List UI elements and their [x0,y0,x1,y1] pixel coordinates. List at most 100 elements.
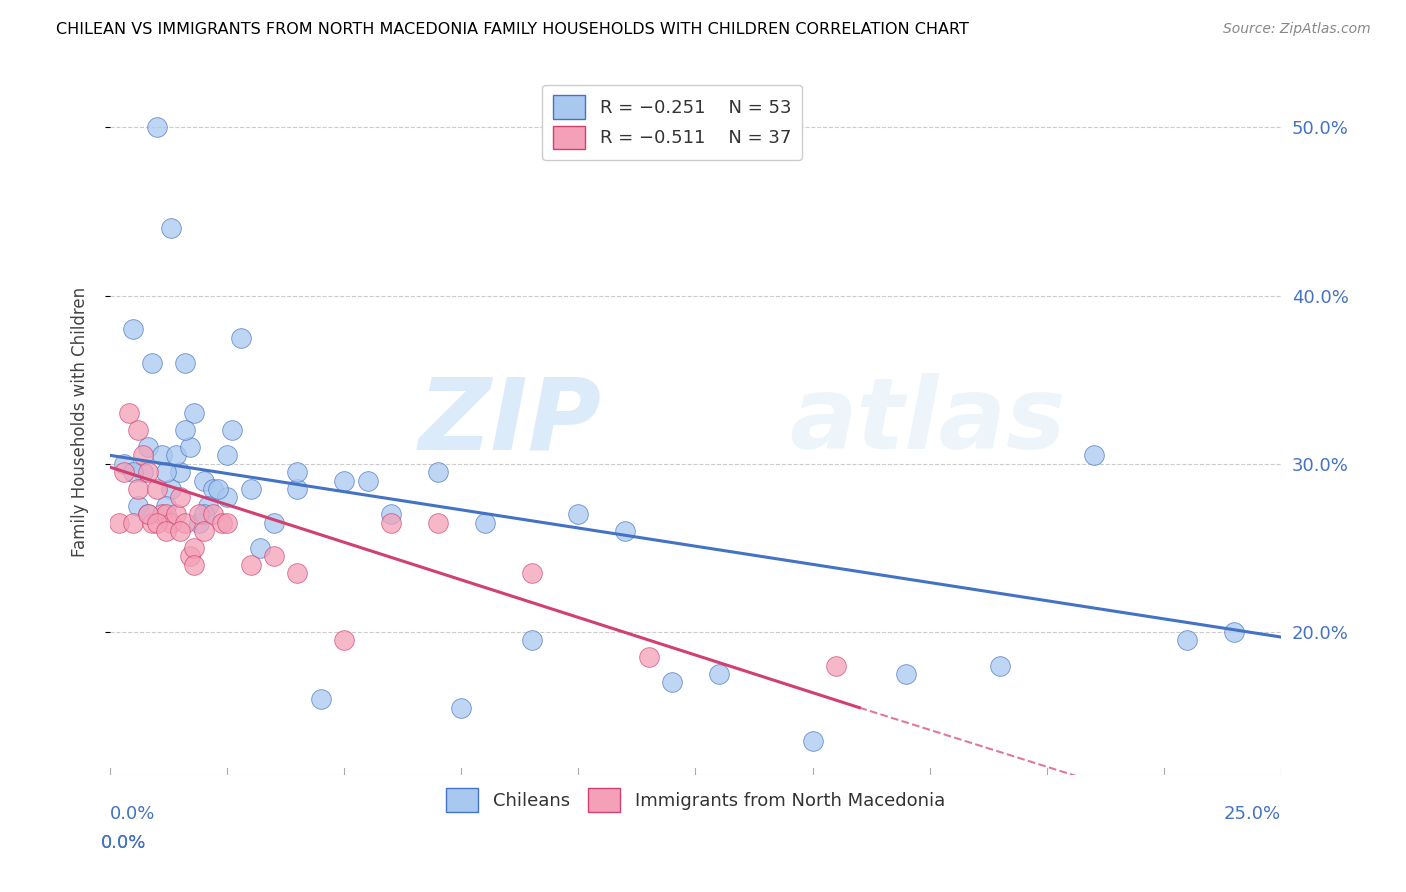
Point [174,423,197,437]
Text: atlas: atlas [789,373,1066,470]
Point [567,507,589,521]
Point [174,356,197,370]
Point [160,221,183,235]
Point [202,482,225,496]
Point [188,507,211,521]
Point [188,516,211,530]
Point [146,516,169,530]
Point [118,406,141,420]
Point [127,499,149,513]
Point [155,499,177,513]
Point [141,356,163,370]
Point [380,516,402,530]
Point [825,658,848,673]
Point [1175,633,1198,648]
Point [661,675,683,690]
Point [132,465,155,479]
Text: ZIP: ZIP [419,373,602,470]
Point [127,482,149,496]
Point [136,507,159,521]
Text: 0.0%: 0.0% [101,834,146,852]
Point [1223,624,1246,639]
Point [160,516,183,530]
Point [112,457,135,471]
Point [179,440,201,454]
Point [263,516,285,530]
Point [155,465,177,479]
Point [231,331,253,345]
Point [217,491,239,505]
Point [309,692,332,706]
Point [287,465,309,479]
Text: 25.0%: 25.0% [1223,805,1281,823]
Point [127,423,149,437]
Point [150,448,173,462]
Point [217,516,239,530]
Point [239,558,262,572]
Point [146,482,169,496]
Point [217,448,239,462]
Point [426,516,449,530]
Point [333,474,356,488]
Point [108,516,131,530]
Point [174,516,197,530]
Point [183,406,205,420]
Point [637,650,659,665]
Text: 0.0%: 0.0% [110,805,156,823]
Point [896,667,918,681]
Point [155,507,177,521]
Point [287,482,309,496]
Point [474,516,496,530]
Point [801,734,824,748]
Point [520,566,543,580]
Text: CHILEAN VS IMMIGRANTS FROM NORTH MACEDONIA FAMILY HOUSEHOLDS WITH CHILDREN CORRE: CHILEAN VS IMMIGRANTS FROM NORTH MACEDON… [56,22,969,37]
Text: Source: ZipAtlas.com: Source: ZipAtlas.com [1223,22,1371,37]
Point [426,465,449,479]
Point [150,507,173,521]
Point [132,448,155,462]
Point [356,474,378,488]
Point [707,667,730,681]
Point [141,516,163,530]
Point [183,541,205,555]
Point [136,440,159,454]
Point [136,465,159,479]
Point [169,465,191,479]
Point [450,700,472,714]
Point [239,482,262,496]
Point [165,507,187,521]
Point [988,658,1011,673]
Y-axis label: Family Households with Children: Family Households with Children [72,286,89,557]
Point [165,448,187,462]
Point [136,507,159,521]
Point [122,465,145,479]
Legend: Chileans, Immigrants from North Macedonia: Chileans, Immigrants from North Macedoni… [439,781,952,819]
Point [193,474,215,488]
Point [179,549,201,564]
Point [193,524,215,538]
Point [249,541,271,555]
Point [202,507,225,521]
Point [207,482,229,496]
Point [211,516,233,530]
Point [614,524,637,538]
Point [333,633,356,648]
Point [520,633,543,648]
Point [221,423,243,437]
Point [263,549,285,564]
Point [287,566,309,580]
Point [193,507,215,521]
Point [169,491,191,505]
Point [380,507,402,521]
Point [169,524,191,538]
Point [155,524,177,538]
Point [1083,448,1105,462]
Point [160,482,183,496]
Point [122,322,145,336]
Text: 0.0%: 0.0% [101,834,146,852]
Point [112,465,135,479]
Point [183,558,205,572]
Point [146,120,169,135]
Point [122,516,145,530]
Point [197,499,219,513]
